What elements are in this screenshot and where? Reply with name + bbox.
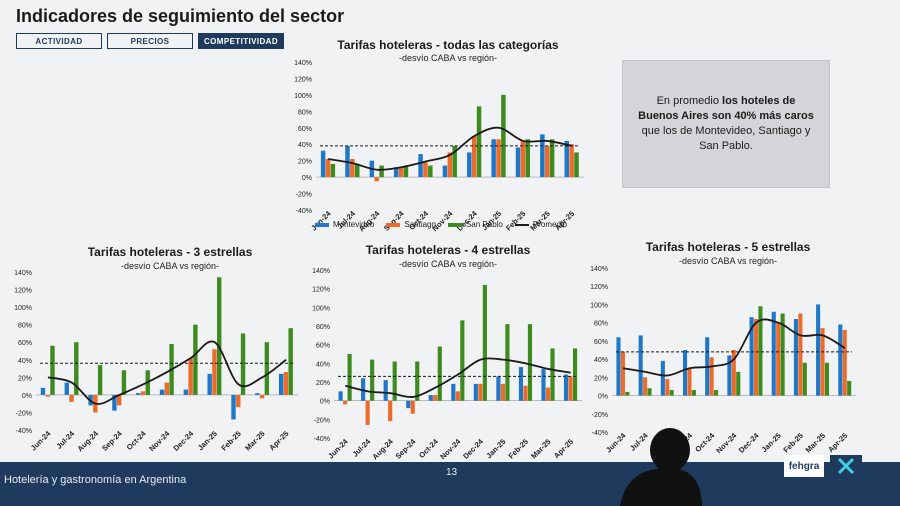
audience-silhouette <box>620 428 702 506</box>
x-logo-icon <box>830 455 862 477</box>
callout-text-bold: los hoteles de Buenos Aires son 40% más … <box>638 95 814 122</box>
chart-subtitle-todas: -desvío CABA vs región- <box>398 53 498 63</box>
chart-subtitle-tres: -desvío CABA vs región- <box>120 261 220 271</box>
tab-precios[interactable]: PRECIOS <box>107 33 193 49</box>
page-number: 13 <box>446 467 458 478</box>
legend-label-promedio: Promedio <box>532 220 568 229</box>
tab-bar: ACTIVIDAD PRECIOS COMPETITIVIDAD <box>16 33 284 49</box>
tab-competitividad[interactable]: COMPETITIVIDAD <box>198 33 284 49</box>
legend: Montevideo Santiago San Pablo Promedio <box>315 220 567 229</box>
chart-subtitle-cinco: -desvío CABA vs región- <box>678 256 778 266</box>
chart-title-todas: Tarifas hoteleras - todas las categorías <box>337 38 559 52</box>
legend-swatch-promedio <box>514 223 529 226</box>
legend-item-san-pablo: San Pablo <box>447 220 503 229</box>
chart-subtitle-cuatro: -desvío CABA vs región- <box>398 259 498 269</box>
tab-actividad[interactable]: ACTIVIDAD <box>16 33 102 49</box>
chart-title-cuatro: Tarifas hoteleras - 4 estrellas <box>365 243 531 257</box>
legend-swatch-montevideo <box>315 222 329 227</box>
legend-item-montevideo: Montevideo <box>315 220 374 229</box>
x-logo-graphic <box>837 457 855 475</box>
fehgra-logo: fehgra <box>784 455 824 477</box>
legend-label-san-pablo: San Pablo <box>465 220 503 229</box>
page-title: Indicadores de seguimiento del sector <box>16 6 345 26</box>
chart-title-tres: Tarifas hoteleras - 3 estrellas <box>87 245 253 259</box>
legend-item-promedio: Promedio <box>514 220 568 229</box>
chart-title-cinco: Tarifas hoteleras - 5 estrellas <box>645 240 811 254</box>
legend-swatch-santiago <box>386 222 401 227</box>
callout-text-part2: que los de Montevideo, Santiago y San Pa… <box>641 125 811 152</box>
legend-swatch-san-pablo <box>447 222 462 227</box>
callout-text-part1: En promedio <box>656 95 723 107</box>
callout-text: En promedio los hoteles de Buenos Aires … <box>637 94 815 154</box>
legend-item-santiago: Santiago <box>386 220 436 229</box>
footer-bar <box>0 462 900 506</box>
legend-label-montevideo: Montevideo <box>333 220 375 229</box>
callout-box: En promedio los hoteles de Buenos Aires … <box>622 60 830 188</box>
footer-text: Hotelería y gastronomía en Argentina <box>4 474 187 486</box>
legend-label-santiago: Santiago <box>404 220 436 229</box>
